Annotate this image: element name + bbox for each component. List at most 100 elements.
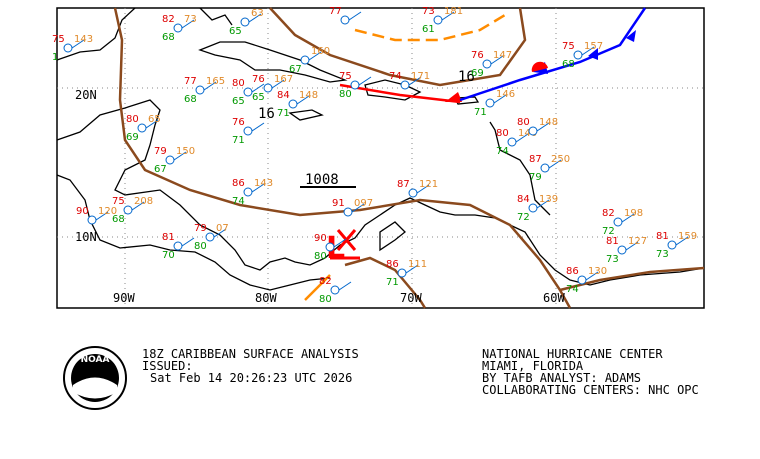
footer-title: 18Z CARIBBEAN SURFACE ANALYSIS: [142, 347, 359, 361]
wind-barb: [536, 199, 550, 209]
wind-barb: [203, 81, 217, 91]
station-temp: 75: [339, 71, 352, 82]
wind-barb: [351, 203, 365, 213]
station-pressure: 121: [419, 179, 438, 190]
station-temp: 82: [162, 14, 175, 25]
station-circle: [240, 17, 250, 27]
lat-label: 10N: [75, 230, 97, 244]
lon-label: 80W: [255, 291, 277, 305]
wind-barb: [248, 13, 262, 23]
station-pressure: 147: [493, 50, 512, 61]
wind-barb: [585, 271, 599, 281]
station-circle: [243, 87, 253, 97]
station-temp: 80: [517, 117, 530, 128]
footer-location: MIAMI, FLORIDA: [482, 359, 584, 373]
station-pressure: 143: [74, 34, 93, 45]
station-dewpoint: 68: [562, 59, 575, 70]
station-circle: [340, 15, 350, 25]
station-dewpoint: 80: [194, 241, 207, 252]
station-circle: [325, 242, 335, 252]
station-circle: [343, 207, 353, 217]
wind-barb: [95, 211, 109, 221]
station-dewpoint: 68: [112, 214, 125, 225]
isobar-label: 1008: [305, 172, 339, 188]
trough: [304, 274, 331, 301]
station-temp: 91: [332, 198, 345, 209]
low-label: L: [326, 231, 345, 266]
wind-barb: [251, 83, 265, 93]
station-pressure: 63: [251, 8, 264, 19]
trough: [354, 13, 506, 42]
station-temp: 74: [389, 71, 402, 82]
station-pressure: 198: [624, 208, 643, 219]
station-circle: [485, 98, 495, 108]
station-pressure: 171: [411, 71, 430, 82]
wind-barb: [348, 11, 362, 21]
station-pressure: 250: [551, 154, 570, 165]
station-circle: [288, 99, 298, 109]
footer-center: NATIONAL HURRICANE CENTER: [482, 347, 663, 361]
station-temp: 79: [154, 146, 167, 157]
station-circle: [573, 50, 583, 60]
station-dewpoint: 65: [252, 92, 265, 103]
wind-barb: [358, 76, 372, 86]
station-circle: [613, 217, 623, 227]
wind-barb: [271, 79, 285, 89]
wind-barb: [625, 241, 639, 251]
station-temp: 86: [566, 266, 579, 277]
station-dewpoint: 67: [154, 164, 167, 175]
station-temp: 75: [562, 41, 575, 52]
wind-barb: [408, 76, 422, 86]
station-dewpoint: 61: [422, 24, 435, 35]
station-dewpoint: 73: [606, 254, 619, 265]
lon-label: 60W: [543, 291, 565, 305]
front-label: 16: [458, 69, 475, 85]
station-dewpoint: 80: [339, 89, 352, 100]
station-dewpoint: 65: [232, 96, 245, 107]
station-dewpoint: 70: [162, 250, 175, 261]
station-dewpoint: 71: [232, 135, 245, 146]
station-temp: 90: [76, 206, 89, 217]
station-pressure: 73: [184, 14, 197, 25]
wind-barb: [181, 19, 195, 29]
station-circle: [507, 137, 517, 147]
logo-text: NOAA: [81, 355, 110, 365]
station-dewpoint: 69: [126, 132, 139, 143]
station-temp: 87: [529, 154, 542, 165]
station-dewpoint: 68: [184, 94, 197, 105]
wind-barb: [515, 133, 529, 143]
station-dewpoint: 72: [517, 212, 530, 223]
station-dewpoint: 69: [471, 68, 484, 79]
wind-barb: [251, 183, 265, 193]
station-pressure: 208: [134, 196, 153, 207]
wind-barb: [416, 184, 430, 194]
wind-barb: [145, 119, 159, 129]
station-pressure: 167: [274, 74, 293, 85]
wind-barb: [333, 238, 347, 248]
station-circle: [408, 188, 418, 198]
wind-barb: [675, 236, 689, 246]
station-temp: 87: [397, 179, 410, 190]
cold-front-teeth: [533, 30, 636, 74]
station-temp: 86: [232, 178, 245, 189]
wind-barb: [405, 264, 419, 274]
station-dewpoint: 74: [496, 146, 509, 157]
station-temp: 90: [314, 233, 327, 244]
station-circle: [667, 240, 677, 250]
station-dewpoint: 80: [314, 251, 327, 262]
station-pressure: 148: [539, 117, 558, 128]
station-dewpoint: 79: [529, 172, 542, 183]
wind-barb: [581, 46, 595, 56]
footer-time: Sat Feb 14 20:26:23 UTC 2026: [150, 371, 352, 385]
station-pressure: 140: [518, 128, 537, 139]
station-circle: [137, 123, 147, 133]
station-temp: 76: [471, 50, 484, 61]
warm-front-lobe: [445, 92, 462, 102]
station-pressure: 139: [539, 194, 558, 205]
warm-front-lobe: [531, 61, 548, 72]
station-circle: [617, 245, 627, 255]
station-dewpoint: 68: [162, 32, 175, 43]
station-pressure: 160: [311, 46, 330, 57]
